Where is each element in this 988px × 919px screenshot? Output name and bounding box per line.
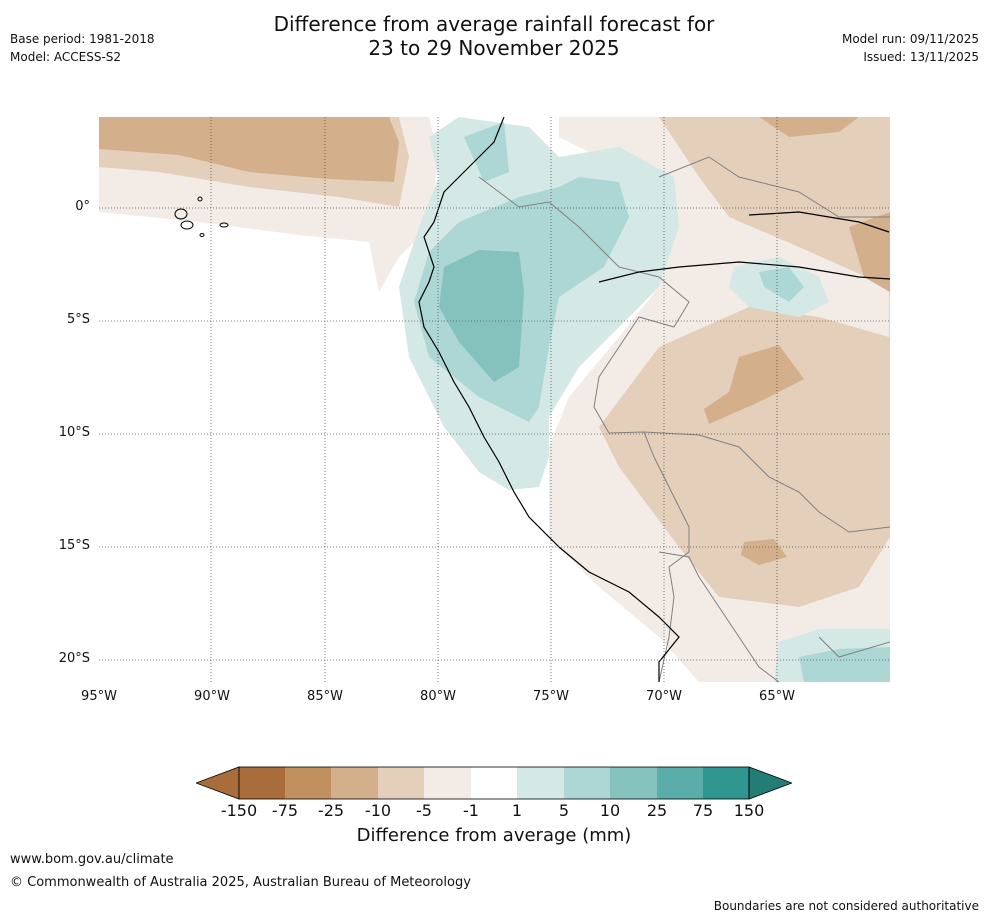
colorbar-arrow-right (748, 766, 794, 800)
dry-region-northeast-strong (759, 117, 859, 137)
title-line-2: 23 to 29 November 2025 (368, 36, 620, 60)
cbar-tick-2: -75 (271, 801, 299, 820)
map-panel (99, 117, 890, 682)
map-canvas (99, 117, 890, 682)
wet-region-core (439, 250, 524, 382)
country-borders (478, 156, 890, 682)
lon-label-85w: 85°W (307, 689, 343, 704)
lon-label-75w: 75°W (533, 689, 569, 704)
title-line-1: Difference from average rainfall forecas… (273, 12, 715, 36)
model-run: Model run: 09/11/2025 (841, 32, 979, 46)
colorbar-svg (194, 766, 794, 800)
footer-disclaimer: Boundaries are not considered authoritat… (713, 899, 979, 913)
lon-label-80w: 80°W (420, 689, 456, 704)
lon-label-90w: 90°W (194, 689, 230, 704)
cbar-tick-6: -1 (463, 801, 479, 820)
dry-region-central-strong (704, 345, 804, 424)
cbar-tick-11: 75 (692, 801, 714, 820)
meta-left: Base period: 1981-2018 Model: ACCESS-S2 (10, 30, 155, 66)
colorbar-segment-5 (424, 767, 471, 799)
colorbar-segment-8 (564, 767, 610, 799)
colorbar-segment-2 (285, 767, 331, 799)
cbar-tick-7: 1 (511, 801, 523, 820)
wet-region-southeast-mid (799, 647, 890, 682)
cbar-tick-12: 150 (733, 801, 765, 820)
cbar-tick-9: 10 (599, 801, 621, 820)
colorbar-segment-7 (517, 767, 564, 799)
colorbar-segment-1 (239, 767, 285, 799)
dry-region-east-edge-strong (849, 212, 890, 292)
lon-label-70w: 70°W (646, 689, 682, 704)
lon-label-65w: 65°W (759, 689, 795, 704)
cbar-tick-3: -25 (317, 801, 345, 820)
cbar-tick-1: -150 (220, 801, 258, 820)
colorbar-segment-4 (378, 767, 424, 799)
base-period: Base period: 1981-2018 (10, 32, 155, 46)
model-name: Model: ACCESS-S2 (10, 50, 122, 64)
cbar-tick-8: 5 (558, 801, 570, 820)
lat-label-15s: 15°S (58, 538, 90, 553)
graticule (99, 117, 890, 682)
colorbar-segment-9 (610, 767, 657, 799)
colorbar-arrow-left (194, 766, 240, 800)
footer-url[interactable]: www.bom.gov.au/climate (10, 852, 174, 867)
lat-label-0: 0° (75, 199, 90, 214)
cbar-tick-10: 25 (646, 801, 668, 820)
cbar-tick-4: -10 (364, 801, 392, 820)
cbar-tick-5: -5 (416, 801, 432, 820)
coastline (418, 117, 890, 682)
dry-region-south-strong (741, 539, 787, 565)
colorbar-title: Difference from average (mm) (356, 825, 632, 846)
lat-label-20s: 20°S (58, 651, 90, 666)
lat-label-5s: 5°S (66, 312, 90, 327)
galapagos-islands (174, 196, 229, 237)
colorbar-segment-10 (657, 767, 703, 799)
colorbar-segment-11 (703, 767, 749, 799)
lat-label-10s: 10°S (58, 425, 90, 440)
colorbar (194, 766, 794, 800)
colorbar-segment-6 (471, 767, 517, 799)
map-title: Difference from average rainfall forecas… (0, 12, 988, 60)
footer-copyright: © Commonwealth of Australia 2025, Austra… (10, 875, 471, 890)
colorbar-segment-3 (331, 767, 378, 799)
dry-region-north-strong (99, 117, 399, 182)
lon-label-95w: 95°W (81, 689, 117, 704)
colorbar-outline (238, 766, 750, 800)
wet-region-amazon-east-mid (759, 267, 804, 302)
issued-date: Issued: 13/11/2025 (863, 50, 979, 64)
meta-right: Model run: 09/11/2025 Issued: 13/11/2025 (842, 30, 979, 66)
